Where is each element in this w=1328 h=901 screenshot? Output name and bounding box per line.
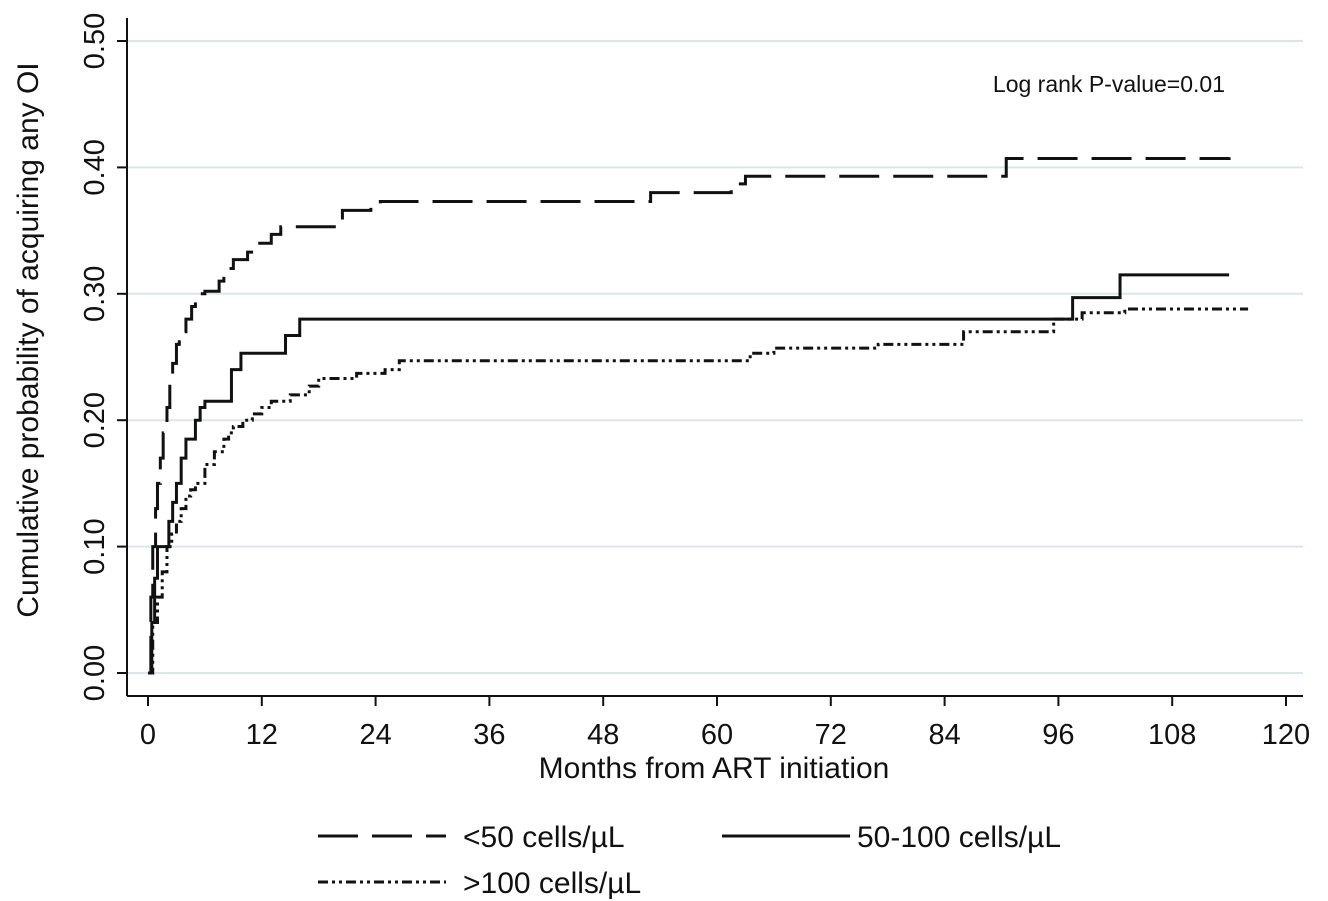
- legend-label-series-3: >100 cells/µL: [463, 867, 641, 900]
- x-tick-label-2: 24: [359, 719, 391, 751]
- y-tick-label-0: 0.00: [79, 645, 111, 701]
- x-tick-label-0: 0: [140, 719, 156, 751]
- x-tick-label-4: 48: [587, 719, 619, 751]
- x-tick-label-1: 12: [246, 719, 278, 751]
- x-axis-title: Months from ART initiation: [539, 752, 890, 785]
- x-tick-label-5: 60: [701, 719, 733, 751]
- series-line-3: [148, 307, 1249, 675]
- series-lines: [148, 157, 1249, 675]
- legend-label-series-1: <50 cells/µL: [463, 821, 625, 854]
- series-line-1: [148, 157, 1231, 675]
- y-tick-label-3: 0.30: [79, 266, 111, 322]
- x-tick-label-10: 120: [1262, 719, 1310, 751]
- y-ticks: 0.00 0.10 0.20 0.30 0.40 0.50: [79, 13, 127, 701]
- axes: [126, 18, 1303, 697]
- y-tick-label-4: 0.40: [79, 139, 111, 195]
- x-ticks: 0 12 24 36 48 60 72 84 96 108 120: [140, 696, 1310, 751]
- legend-label-series-2: 50-100 cells/µL: [857, 821, 1061, 854]
- y-tick-label-1: 0.10: [79, 518, 111, 574]
- y-tick-label-2: 0.20: [79, 392, 111, 448]
- x-tick-label-6: 72: [815, 719, 847, 751]
- legend: <50 cells/µL 50-100 cells/µL >100 cells/…: [318, 821, 1061, 900]
- x-tick-label-8: 96: [1042, 719, 1074, 751]
- logrank-annotation: Log rank P-value=0.01: [993, 71, 1225, 97]
- gridlines: [127, 40, 1303, 674]
- x-tick-label-9: 108: [1148, 719, 1196, 751]
- x-tick-label-3: 36: [473, 719, 505, 751]
- series-line-2: [148, 273, 1230, 675]
- x-tick-label-7: 84: [928, 719, 960, 751]
- y-tick-label-5: 0.50: [79, 13, 111, 69]
- y-axis-title: Cumulative probability of acquiring any …: [12, 62, 45, 617]
